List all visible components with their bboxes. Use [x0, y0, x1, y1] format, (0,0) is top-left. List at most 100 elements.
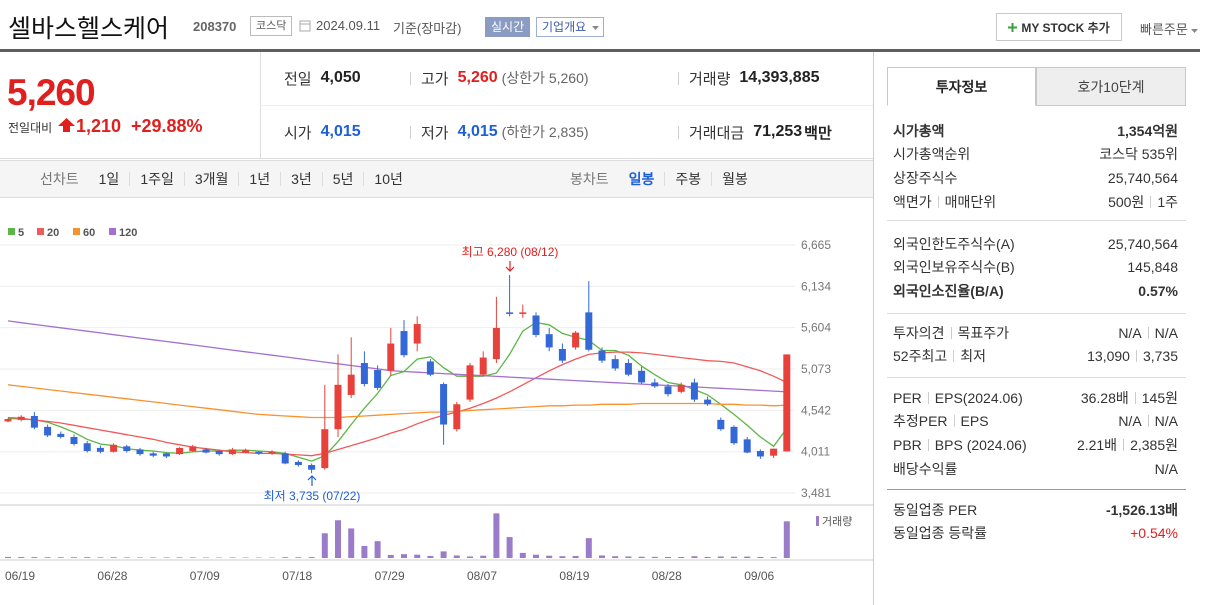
info-tab[interactable]: 투자정보 [887, 67, 1036, 106]
volume-bar [110, 557, 117, 558]
value-part: N/A [1118, 324, 1142, 341]
tab-label: 선차트 [40, 171, 79, 187]
period-tab[interactable]: 1주일 [129, 172, 184, 186]
info-label: 액면가 매매단위 [893, 192, 996, 212]
volume-bar [189, 557, 196, 558]
info-row: 동일업종 PER -1,526.13배 [893, 498, 1178, 521]
annotation-arrow [505, 261, 515, 272]
info-value: 36.28배 145원 [1081, 388, 1178, 408]
volume-bar [18, 557, 25, 558]
period-tab[interactable]: 3년 [280, 172, 322, 186]
label-part: 시가총액 [893, 122, 945, 139]
legend-label: 60 [83, 227, 95, 239]
volume-bar [506, 537, 513, 558]
candle-body [228, 449, 236, 455]
volume-bar [599, 555, 605, 558]
separator [678, 125, 679, 139]
info-row: 배당수익률 N/A [893, 457, 1178, 480]
stock-code: 208370 [193, 19, 237, 34]
period-tab[interactable]: 주봉 [664, 172, 711, 186]
period-tab[interactable]: 3개월 [183, 172, 239, 186]
period-tab[interactable]: 일봉 [628, 171, 655, 187]
plus-icon [1008, 22, 1018, 32]
quote-item: 저가 4,015 (하한가 2,835) [410, 121, 589, 143]
volume-bar [744, 556, 751, 558]
separator [950, 326, 952, 339]
info-label: 배당수익률 [893, 459, 961, 479]
info-value: 코스닥 535위 [1099, 144, 1178, 164]
separator [953, 350, 955, 363]
my-stock-button[interactable]: MY STOCK 추가 [996, 13, 1122, 41]
volume-bar [453, 555, 460, 558]
change-amount: 1,210 [76, 116, 122, 136]
info-value: 2.21배 2,385원 [1077, 435, 1178, 455]
period-tab[interactable]: 1일 [98, 171, 120, 187]
info-row: 추정PER EPS N/A N/A [893, 410, 1178, 433]
period-tab[interactable]: 10년 [363, 172, 412, 186]
label-part: 52주최고 [893, 348, 948, 365]
candle-body [321, 429, 329, 469]
legend-swatch [816, 516, 819, 526]
quick-order-button[interactable]: 빠른주문 [1140, 19, 1199, 38]
volume-bar [783, 521, 790, 558]
quote-value: 4,015 [457, 123, 498, 140]
candle-body [413, 324, 421, 344]
candle-body [572, 332, 580, 348]
divider [887, 377, 1186, 378]
realtime-badge[interactable]: 실시간 [485, 17, 531, 37]
divider [887, 220, 1186, 221]
candle-body [770, 448, 778, 456]
volume-bar [691, 556, 698, 558]
candle-body [149, 453, 157, 456]
info-label: PBR BPS (2024.06) [893, 437, 1031, 453]
volume-bar [757, 556, 764, 558]
volume-bar [150, 557, 157, 558]
volume-bar [335, 520, 341, 558]
label-part: 투자의견 [893, 324, 945, 341]
quote-unit: 백만 [804, 124, 832, 142]
candle-body [651, 382, 659, 387]
period-tab[interactable]: 1년 [238, 172, 280, 186]
candle-body [492, 327, 500, 360]
volume-bar [176, 557, 183, 558]
separator [678, 71, 679, 85]
separator [1123, 438, 1125, 451]
candle-body [17, 416, 25, 420]
period-tab[interactable]: 월봉 [711, 172, 758, 186]
annotation: 최저 3,735 (07/22) [264, 489, 361, 503]
info-value: 25,740,564 [1108, 236, 1178, 252]
volume-bar [361, 546, 368, 558]
y-tick-label: 4,011 [801, 445, 830, 459]
volume-bar [704, 556, 711, 558]
candle-body [57, 433, 65, 437]
candle-body [4, 419, 12, 422]
value-part: N/A [1118, 413, 1142, 430]
x-tick-label: 07/09 [190, 569, 220, 583]
change-label: 전일대비 [8, 121, 53, 135]
x-tick-label: 06/19 [5, 569, 35, 583]
value-part: 145원 [1141, 389, 1178, 406]
volume-bar [572, 555, 579, 558]
separator [953, 415, 955, 428]
label-part: 상장주식수 [893, 169, 958, 186]
x-tick-label: 07/18 [282, 569, 312, 583]
candle-body [189, 446, 197, 452]
info-label: 시가총액순위 [893, 144, 974, 164]
info-tab[interactable]: 호가10단계 [1036, 67, 1186, 106]
annotation-arrow [307, 475, 317, 486]
info-row: 투자의견 목표주가 N/A N/A [893, 321, 1178, 344]
legend-swatch [73, 228, 80, 235]
info-value: +0.54% [1130, 525, 1178, 541]
value-part: 2,385원 [1130, 436, 1178, 453]
candle-body [136, 449, 144, 455]
moving-average-line [7, 384, 787, 419]
label-part: 동일업종 PER [893, 501, 978, 518]
volume-bar [295, 557, 302, 558]
quote-label: 고가 [421, 70, 449, 88]
company-info-button[interactable]: 기업개요 [536, 17, 604, 37]
volume-bar [519, 552, 526, 558]
period-tab[interactable]: 5년 [321, 172, 364, 186]
info-row: 외국인보유주식수(B) 145,848 [893, 256, 1178, 279]
volume-bar [57, 557, 64, 558]
value-part: 13,090 [1087, 348, 1130, 365]
